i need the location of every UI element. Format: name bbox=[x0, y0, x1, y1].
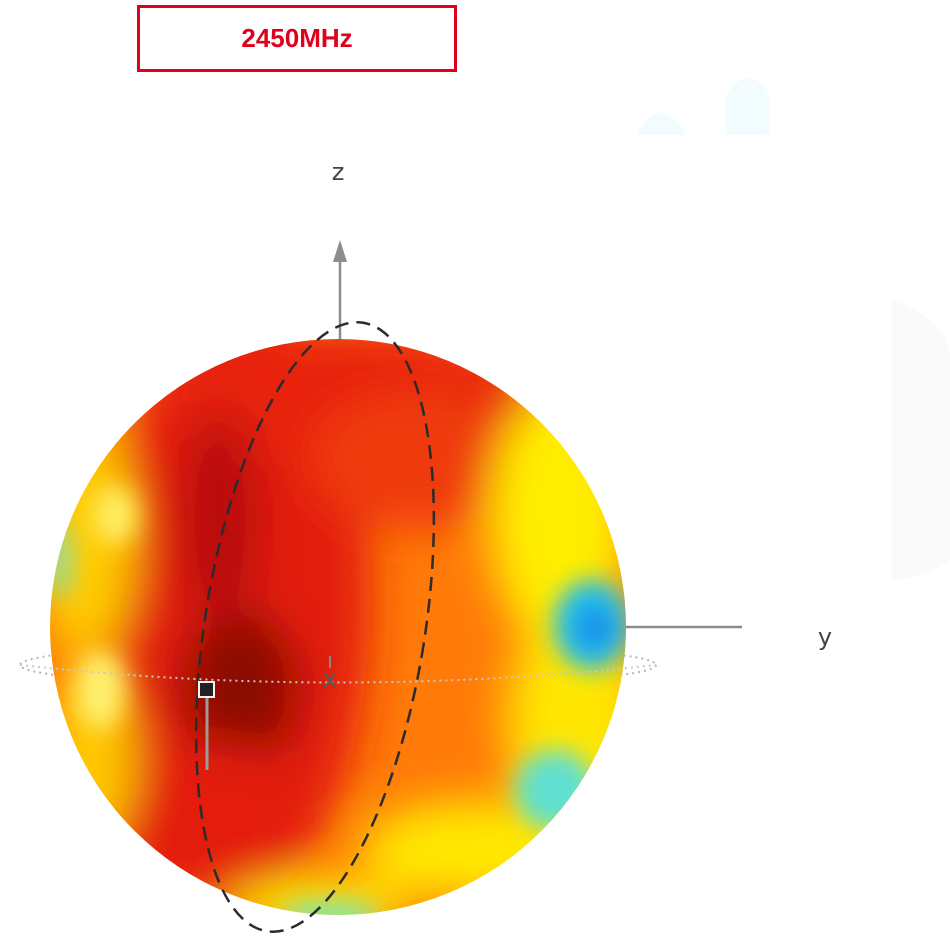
watermark bbox=[636, 77, 950, 580]
z-axis bbox=[333, 240, 347, 355]
x-axis-label: x bbox=[323, 665, 337, 693]
antenna-marker bbox=[198, 681, 215, 770]
equator-ring-front bbox=[19, 664, 657, 684]
frequency-label-box: 2450MHz bbox=[137, 5, 457, 72]
frequency-label: 2450MHz bbox=[241, 23, 353, 53]
z-axis-label: z bbox=[332, 158, 345, 186]
radiation-sphere bbox=[50, 339, 626, 915]
meridian-ring bbox=[194, 321, 436, 933]
y-axis-label: y bbox=[818, 623, 832, 651]
